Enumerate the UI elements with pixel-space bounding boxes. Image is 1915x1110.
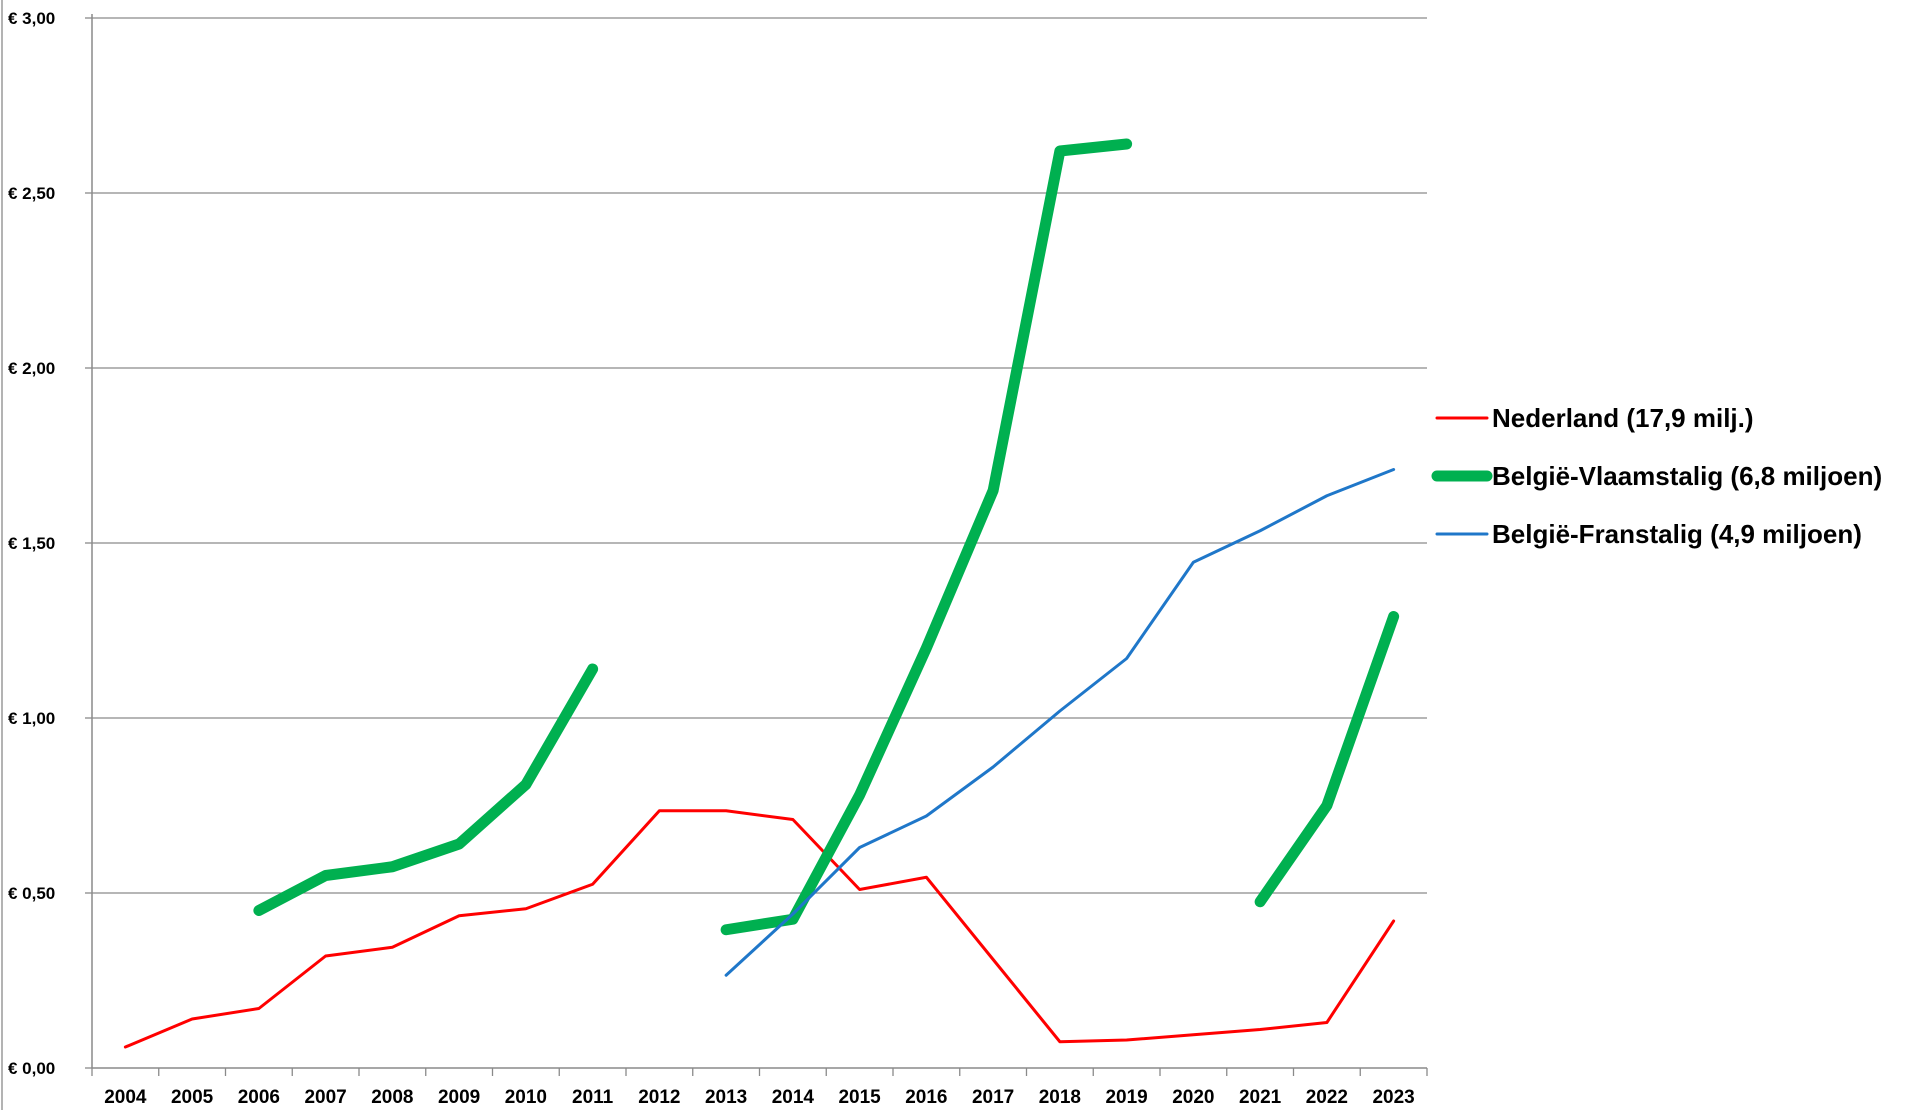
y-axis-ticks: € 0,00 € 0,50 € 1,00 € 1,50 € 2,00 € 2,50 € 3,…: [8, 9, 92, 1078]
legend-item: België-Franstalig (4,9 miljoen): [1435, 519, 1862, 549]
series-line-segment: [253, 663, 599, 916]
x-tick-label: 2016: [905, 1087, 947, 1108]
x-tick-label: 2013: [705, 1087, 747, 1108]
y-tick-label: € 1,50: [8, 534, 55, 553]
legend: Nederland (17,9 milj.) België-Vlaamstalig…: [1431, 403, 1882, 549]
x-tick-label: 2004: [104, 1087, 147, 1108]
series-line-segment: [1254, 611, 1400, 908]
x-axis-ticks: 2004 2005 2006 2007 2008 2009 2010 2011 2012 2013…: [91, 1068, 1428, 1108]
x-tick-label: 2018: [1039, 1087, 1081, 1108]
x-tick-label: 2011: [572, 1087, 614, 1108]
x-tick-label: 2017: [972, 1087, 1014, 1108]
legend-item: België-Vlaamstalig (6,8 miljoen): [1431, 461, 1882, 491]
legend-item: Nederland (17,9 milj.): [1435, 403, 1754, 433]
x-tick-label: 2007: [304, 1087, 346, 1108]
axes: [1, 0, 1427, 1110]
legend-label: België-Vlaamstalig (6,8 miljoen): [1492, 461, 1882, 491]
x-tick-label: 2021: [1239, 1087, 1282, 1108]
x-tick-label: 2009: [438, 1087, 480, 1108]
series-nederland: [123, 809, 1396, 1049]
x-tick-label: 2006: [238, 1087, 280, 1108]
x-tick-label: 2008: [371, 1087, 413, 1108]
x-tick-label: 2015: [838, 1087, 881, 1108]
series-lines: [123, 138, 1400, 1049]
x-tick-label: 2019: [1105, 1087, 1147, 1108]
gridlines: [92, 17, 1427, 894]
x-tick-label: 2012: [638, 1087, 680, 1108]
x-tick-label: 2005: [171, 1087, 214, 1108]
legend-label: België-Franstalig (4,9 miljoen): [1492, 519, 1862, 549]
series-belgië-franstalig: [724, 468, 1396, 977]
legend-label: Nederland (17,9 milj.): [1492, 403, 1754, 433]
x-tick-label: 2023: [1372, 1087, 1414, 1108]
x-tick-label: 2014: [772, 1087, 815, 1108]
series-line-segment: [724, 468, 1396, 977]
x-tick-label: 2020: [1172, 1087, 1214, 1108]
series-belgië-vlaamstalig: [253, 138, 1400, 936]
series-line-segment: [720, 138, 1133, 936]
y-tick-label: € 0,00: [8, 1059, 55, 1078]
y-tick-label: € 3,00: [8, 9, 55, 28]
series-line-segment: [123, 809, 1396, 1049]
y-tick-label: € 2,00: [8, 359, 55, 378]
y-tick-label: € 0,50: [8, 884, 55, 903]
y-tick-label: € 1,00: [8, 709, 55, 728]
y-tick-label: € 2,50: [8, 184, 55, 203]
x-tick-label: 2010: [505, 1087, 547, 1108]
x-tick-label: 2022: [1306, 1087, 1348, 1108]
